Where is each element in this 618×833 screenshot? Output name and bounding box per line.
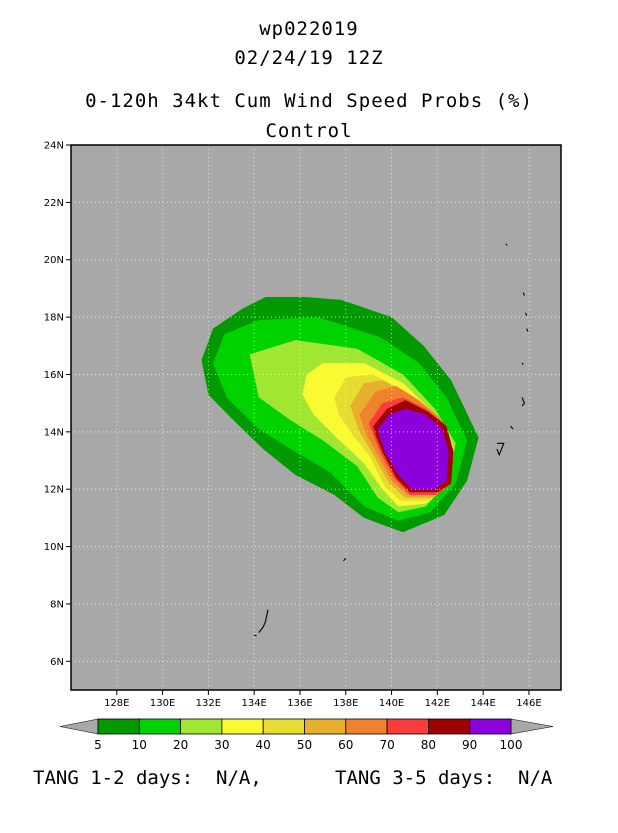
- y-axis-ticks: 6N 8N 10N 12N 14N 16N 18N 20N 22N 24N: [44, 141, 71, 668]
- colorbar-swatch: [427, 718, 471, 735]
- y-tick-label: 22N: [44, 198, 64, 209]
- x-tick-label: 130E: [150, 698, 175, 709]
- island-outline: [524, 312, 528, 316]
- colorbar-swatch: [138, 718, 182, 735]
- x-tick-label: 140E: [379, 698, 404, 709]
- tang-3-5-days: TANG 3-5 days: N/A: [335, 767, 553, 789]
- colorbar-swatch: [345, 718, 388, 735]
- colorbar-label: 50: [297, 738, 312, 752]
- colorbar-swatch: [304, 718, 347, 735]
- colorbar-label: 40: [256, 738, 271, 752]
- storm-id: wp022019: [259, 18, 359, 40]
- tang-1-2-days: TANG 1-2 days: N/A,: [33, 767, 262, 789]
- y-tick-label: 20N: [44, 255, 64, 266]
- island-outline: [521, 362, 524, 365]
- island-outline: [522, 292, 525, 296]
- colorbar-swatch: [97, 718, 140, 735]
- island-outline: [496, 442, 505, 457]
- colorbar-label: 20: [173, 738, 188, 752]
- x-tick-label: 146E: [516, 698, 541, 709]
- colorbar-label: 80: [421, 738, 436, 752]
- island-outline: [526, 328, 529, 332]
- island-outline: [521, 397, 526, 407]
- contour-layer: [201, 297, 479, 533]
- colorbar-label: 10: [132, 738, 147, 752]
- island-outline: [510, 425, 514, 430]
- colorbar-label: 30: [214, 738, 229, 752]
- x-tick-label: 128E: [104, 698, 129, 709]
- colorbar-label: 5: [94, 738, 102, 752]
- island-outline: [505, 243, 508, 246]
- colorbar: 5 10 20 30 40 50 60 70 80 90 100: [59, 718, 554, 752]
- y-tick-label: 6N: [50, 657, 64, 668]
- colorbar-label: 100: [500, 738, 523, 752]
- x-tick-label: 144E: [470, 698, 495, 709]
- chart-subtitle: Control: [265, 120, 353, 142]
- y-tick-label: 18N: [44, 313, 64, 324]
- x-tick-label: 134E: [241, 698, 266, 709]
- x-axis-ticks: 128E 130E 132E 134E 136E 138E 140E 142E 144E 146E: [104, 690, 542, 709]
- colorbar-swatch: [386, 718, 429, 735]
- colorbar-swatch: [221, 718, 264, 735]
- x-tick-label: 138E: [333, 698, 358, 709]
- island-outline: [258, 609, 269, 633]
- island-outline: [343, 557, 347, 562]
- probability-map-chart: 128E 130E 132E 134E 136E 138E 140E 142E 144E 146E…: [44, 141, 562, 752]
- colorbar-label: 90: [462, 738, 477, 752]
- y-tick-label: 16N: [44, 370, 64, 381]
- y-tick-label: 12N: [44, 485, 64, 496]
- y-tick-label: 10N: [44, 542, 64, 553]
- plot-frame: [70, 144, 562, 691]
- x-tick-label: 132E: [196, 698, 221, 709]
- colorbar-high-arrow: [510, 718, 554, 735]
- y-tick-label: 8N: [50, 599, 64, 610]
- colorbar-low-arrow: [59, 718, 99, 735]
- colorbar-swatch: [180, 718, 223, 735]
- contour-90-pct: [377, 408, 449, 490]
- colorbar-label: 60: [338, 738, 353, 752]
- y-tick-label: 24N: [44, 141, 64, 152]
- x-tick-label: 142E: [425, 698, 450, 709]
- tang-footer: TANG 1-2 days: N/A, TANG 3-5 days: N/A: [0, 767, 618, 833]
- chart-title: 0-120h 34kt Cum Wind Speed Probs (%): [85, 90, 533, 112]
- colorbar-label: 70: [379, 738, 394, 752]
- colorbar-swatch: [469, 718, 512, 735]
- y-tick-label: 14N: [44, 427, 64, 438]
- colorbar-swatch: [262, 718, 305, 735]
- coastline-layer: [254, 243, 529, 637]
- x-tick-label: 136E: [287, 698, 312, 709]
- forecast-datetime: 02/24/19 12Z: [234, 47, 384, 69]
- grid-lines: [71, 145, 561, 690]
